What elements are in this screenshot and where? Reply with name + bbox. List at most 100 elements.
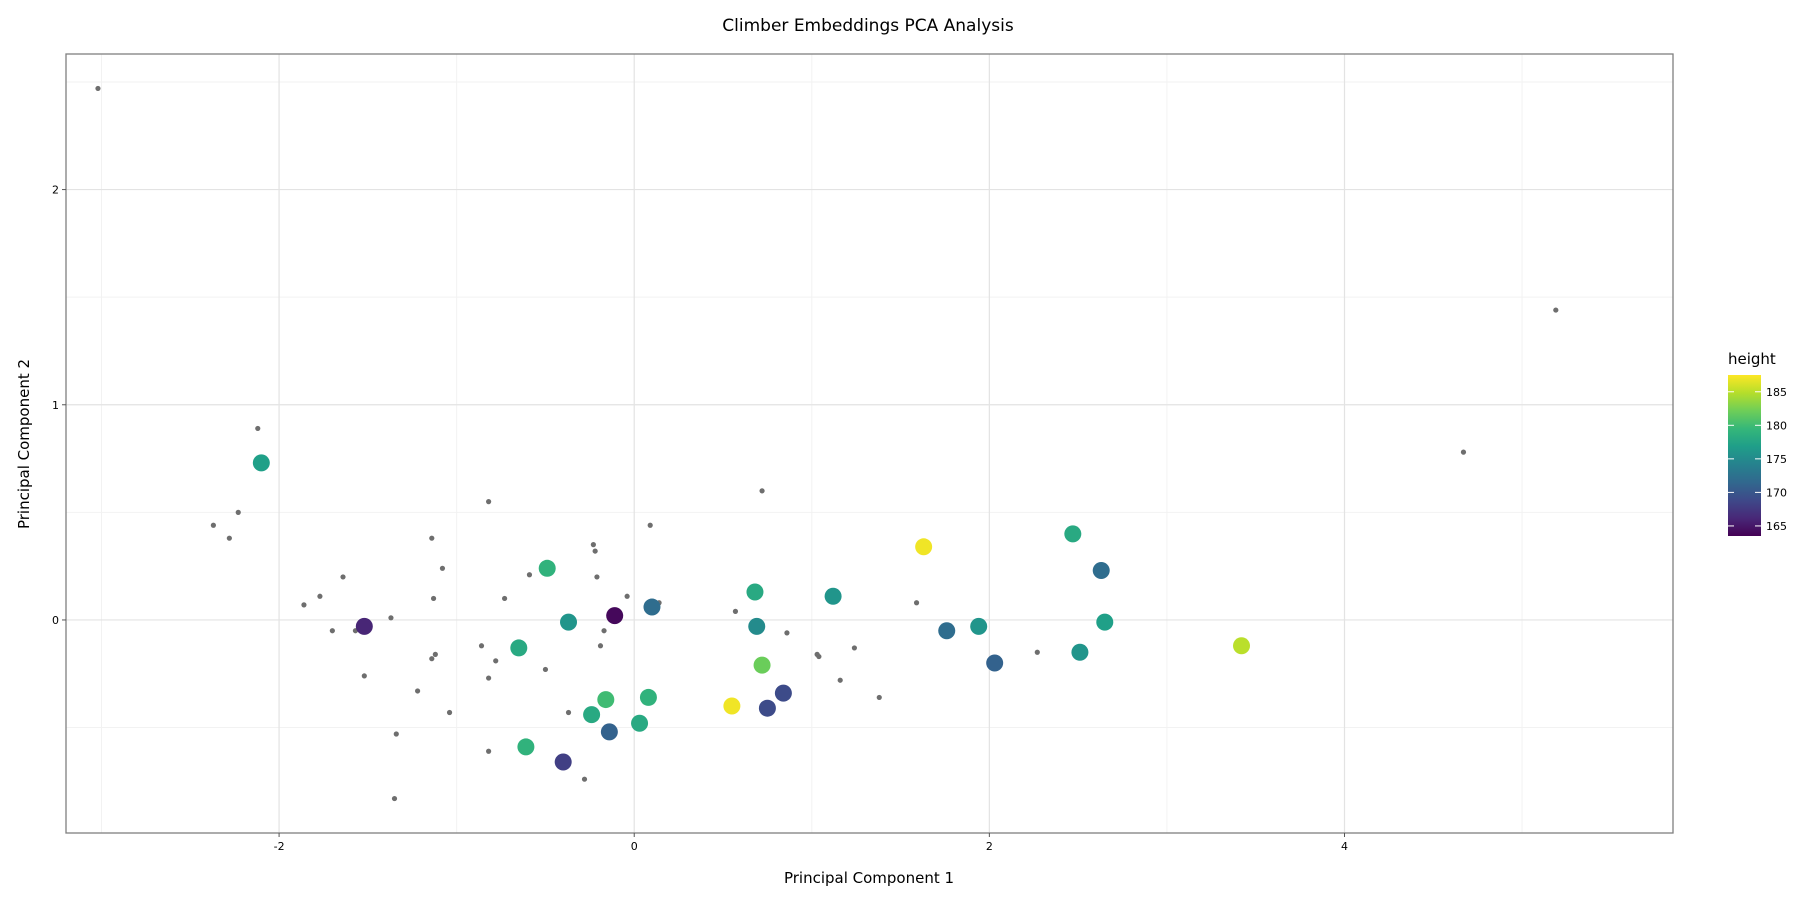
height-colored-point (774, 684, 792, 702)
small-grey-point (594, 574, 600, 580)
small-grey-point (317, 593, 323, 599)
height-colored-point (746, 583, 764, 601)
small-grey-point (486, 748, 492, 754)
small-grey-point (597, 643, 604, 649)
legend-ticks: 165 170 175 180 185 (1728, 386, 1787, 533)
small-grey-point (501, 595, 508, 602)
height-colored-point (1096, 613, 1114, 631)
color-legend: height 165 170 175 180 185 (1728, 350, 1787, 536)
small-grey-point (429, 656, 435, 662)
chart-title: Climber Embeddings PCA Analysis (722, 16, 1014, 36)
small-grey-point (432, 651, 438, 657)
y-axis-label: Principal Component 2 (15, 359, 33, 529)
small-grey-point (301, 602, 307, 608)
small-grey-point (391, 795, 398, 802)
x-tick-label: 2 (986, 840, 993, 853)
height-colored-point (986, 654, 1004, 672)
small-grey-point (430, 595, 437, 602)
y-tick-label: 0 (52, 614, 59, 627)
small-grey-point (913, 600, 920, 606)
height-colored-point (583, 706, 601, 724)
small-grey-point (393, 731, 399, 737)
small-grey-point (732, 608, 739, 614)
data-points (95, 85, 1559, 802)
small-grey-point (816, 653, 822, 660)
small-grey-point (235, 509, 241, 515)
y-axis-ticks: 0 1 2 (52, 184, 66, 627)
plot-panel-border (65, 53, 1674, 834)
y-tick-label: 2 (52, 184, 59, 197)
height-colored-point (538, 559, 556, 577)
height-colored-point (1071, 643, 1089, 661)
small-grey-point (478, 643, 485, 649)
legend-title: height (1728, 350, 1776, 368)
x-tick-label: -2 (274, 840, 285, 853)
plot-panel (66, 54, 1673, 833)
height-colored-point (915, 538, 933, 556)
small-grey-point (1034, 649, 1040, 655)
small-grey-point (210, 522, 216, 528)
small-grey-point (429, 535, 435, 541)
height-colored-point (606, 607, 624, 625)
height-colored-point (510, 639, 528, 657)
height-colored-point (938, 622, 956, 640)
major-gridlines (66, 54, 1673, 833)
small-grey-point (565, 709, 572, 716)
small-grey-point (837, 677, 843, 683)
small-grey-point (95, 85, 101, 92)
x-tick-label: 0 (631, 840, 638, 853)
legend-tick-label: 165 (1766, 520, 1787, 533)
x-tick-label: 4 (1341, 840, 1348, 853)
small-grey-point (581, 776, 588, 782)
x-axis-ticks: -2 0 2 4 (274, 833, 1348, 853)
small-grey-point (255, 425, 261, 432)
height-colored-point (597, 691, 615, 709)
legend-tick-label: 175 (1766, 453, 1787, 466)
small-grey-point (624, 593, 630, 599)
small-grey-point (876, 694, 882, 701)
height-colored-point (252, 454, 270, 472)
height-colored-point (560, 613, 578, 631)
small-grey-point (526, 572, 533, 578)
height-colored-point (600, 723, 618, 741)
small-grey-point (542, 666, 549, 673)
small-grey-point (340, 574, 346, 580)
small-grey-point (388, 615, 394, 621)
small-grey-point (759, 488, 765, 494)
legend-tick-label: 170 (1766, 486, 1787, 499)
height-colored-point (1064, 525, 1082, 543)
small-grey-point (486, 675, 492, 681)
small-grey-point (493, 658, 499, 664)
y-tick-label: 1 (52, 399, 59, 412)
height-colored-point (824, 587, 842, 605)
small-grey-point (446, 709, 453, 716)
small-grey-point (414, 688, 421, 694)
height-colored-point (970, 617, 988, 635)
height-colored-point (758, 699, 776, 717)
small-grey-point (1460, 449, 1467, 455)
height-colored-point (631, 714, 649, 732)
small-grey-point (784, 630, 790, 636)
small-grey-point (329, 628, 335, 634)
height-colored-point (639, 688, 657, 706)
height-colored-point (554, 753, 572, 771)
height-colored-point (517, 738, 535, 756)
height-colored-point (355, 617, 373, 635)
height-colored-point (643, 598, 661, 616)
height-colored-point (1233, 637, 1251, 655)
minor-gridlines (66, 54, 1673, 833)
small-grey-point (226, 535, 232, 541)
height-colored-point (748, 617, 766, 635)
small-grey-point (439, 565, 446, 571)
legend-tick-label: 180 (1766, 419, 1787, 432)
height-colored-point (723, 697, 741, 715)
height-colored-point (753, 656, 771, 674)
height-colored-point (1092, 561, 1110, 579)
small-grey-point (1553, 307, 1559, 313)
small-grey-point (486, 499, 492, 505)
legend-tick-label: 185 (1766, 386, 1787, 399)
legend-colorbar (1728, 375, 1761, 536)
small-grey-point (590, 542, 596, 548)
